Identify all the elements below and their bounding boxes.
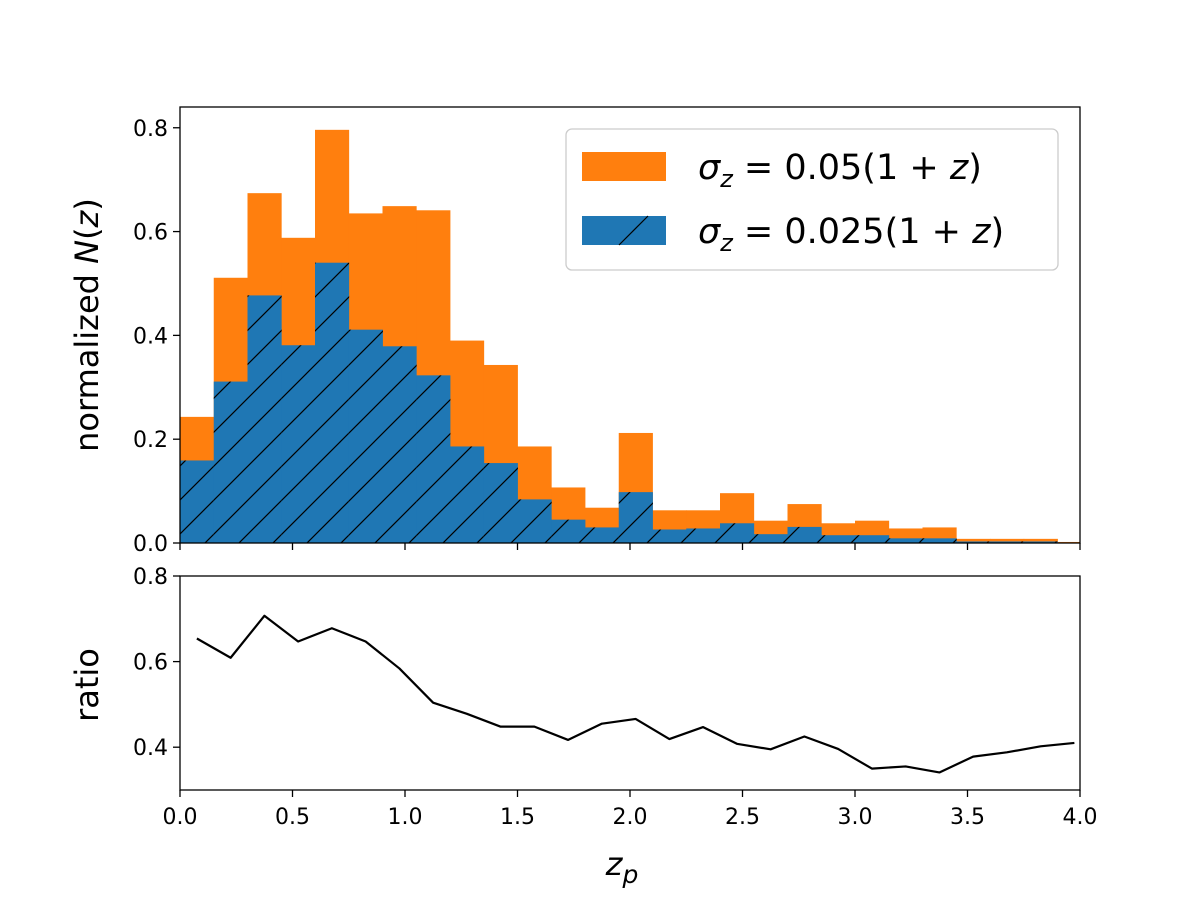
bar-hatch-s1-17	[753, 534, 788, 543]
ratio-line	[196, 614, 1075, 774]
histogram-y-axis-label: normalized N(z)	[68, 198, 106, 452]
ratio-y-axis-label: ratio	[68, 648, 106, 722]
bar-hatch-s1-6	[382, 346, 417, 543]
bar-hatch-s1-18	[787, 526, 822, 543]
histogram-y-tick-label-4: 0.8	[133, 117, 168, 142]
bar-hatch-s1-23	[956, 541, 991, 543]
histogram-bars	[180, 129, 1080, 543]
bar-hatch-s1-11	[551, 519, 586, 543]
x-axis-label: zp	[605, 845, 639, 889]
histogram-y-tick-label-3: 0.6	[133, 221, 168, 246]
bar-hatch-s1-13	[618, 492, 653, 543]
x-tick-label-2: 1.0	[388, 805, 423, 830]
bar-s0-23	[956, 538, 991, 543]
x-tick-label-0: 0.0	[163, 805, 198, 830]
bar-s0-25	[1023, 538, 1058, 543]
bar-hatch-s1-8	[450, 446, 485, 543]
bar-hatch-s1-3	[281, 345, 316, 543]
legend-label-1: σz = 0.025(1 + z)	[698, 212, 1004, 257]
ratio-y-ticks: 0.4 0.6 0.8	[133, 565, 180, 761]
legend-swatch-0	[582, 152, 666, 181]
histogram-y-tick-label-0: 0.0	[133, 532, 168, 557]
ratio-x-ticks: 0.0 0.5 1.0 1.5 2.0 2.5 3.0 3.5 4.0	[163, 790, 1098, 830]
x-tick-label-8: 4.0	[1063, 805, 1098, 830]
legend-label-0: σz = 0.05(1 + z)	[698, 148, 982, 193]
bar-hatch-s1-9	[483, 463, 518, 543]
bar-hatch-s1-16	[720, 523, 755, 543]
legend: σz = 0.05(1 + z) σz = 0.025(1 + z)	[565, 128, 1059, 271]
histogram-x-ticks	[179, 543, 1081, 550]
legend-swatch-1-hatch	[618, 215, 649, 246]
x-tick-label-5: 2.5	[725, 805, 760, 830]
ratio-y-tick-label-0: 0.4	[133, 736, 168, 761]
ratio-frame	[179, 575, 1081, 791]
bar-hatch-s1-1	[213, 381, 248, 543]
x-tick-label-6: 3.0	[838, 805, 873, 830]
histogram-panel: 0.0 0.2 0.4 0.6 0.8 normalized N(z) σz = 0.0…	[68, 106, 1081, 557]
bar-hatch-s1-2	[247, 295, 282, 543]
x-tick-label-3: 1.5	[500, 805, 535, 830]
histogram-y-tick-label-1: 0.2	[133, 428, 168, 453]
histogram-y-ticks: 0.0 0.2 0.4 0.6 0.8	[133, 117, 180, 557]
bar-hatch-s1-7	[416, 375, 451, 543]
bar-hatch-s1-20	[855, 535, 890, 543]
bar-hatch-s1-22	[922, 538, 957, 543]
bar-hatch-s1-0	[180, 460, 215, 543]
histogram-y-tick-label-2: 0.4	[133, 324, 168, 349]
ratio-y-tick-label-2: 0.8	[133, 565, 168, 590]
bar-hatch-s1-12	[585, 527, 620, 543]
legend-entry-0: σz = 0.05(1 + z)	[582, 148, 982, 193]
x-tick-label-7: 3.5	[950, 805, 985, 830]
legend-box	[565, 128, 1059, 271]
bar-hatch-s1-5	[348, 329, 383, 543]
legend-entry-1: σz = 0.025(1 + z)	[582, 212, 1004, 257]
histogram-series-1	[180, 262, 1080, 543]
bar-hatch-s1-10	[517, 499, 552, 543]
ratio-line-group	[196, 614, 1075, 774]
ratio-panel: 0.4 0.6 0.8 0.0 0.5 1.0 1.5 2.0 2.5 3.0 3.5 4.0 ra…	[68, 565, 1098, 889]
bar-hatch-s1-24	[990, 541, 1025, 543]
bar-hatch-s1-15	[686, 528, 721, 543]
x-tick-label-1: 0.5	[275, 805, 310, 830]
x-tick-label-4: 2.0	[613, 805, 648, 830]
ratio-y-tick-label-1: 0.6	[133, 651, 168, 676]
bar-hatch-s1-14	[652, 529, 687, 543]
bar-s0-24	[990, 538, 1025, 543]
bar-hatch-s1-19	[821, 535, 856, 543]
bar-hatch-s1-4	[315, 262, 350, 543]
bar-hatch-s1-25	[1023, 541, 1058, 543]
bar-hatch-s1-21	[888, 538, 923, 543]
